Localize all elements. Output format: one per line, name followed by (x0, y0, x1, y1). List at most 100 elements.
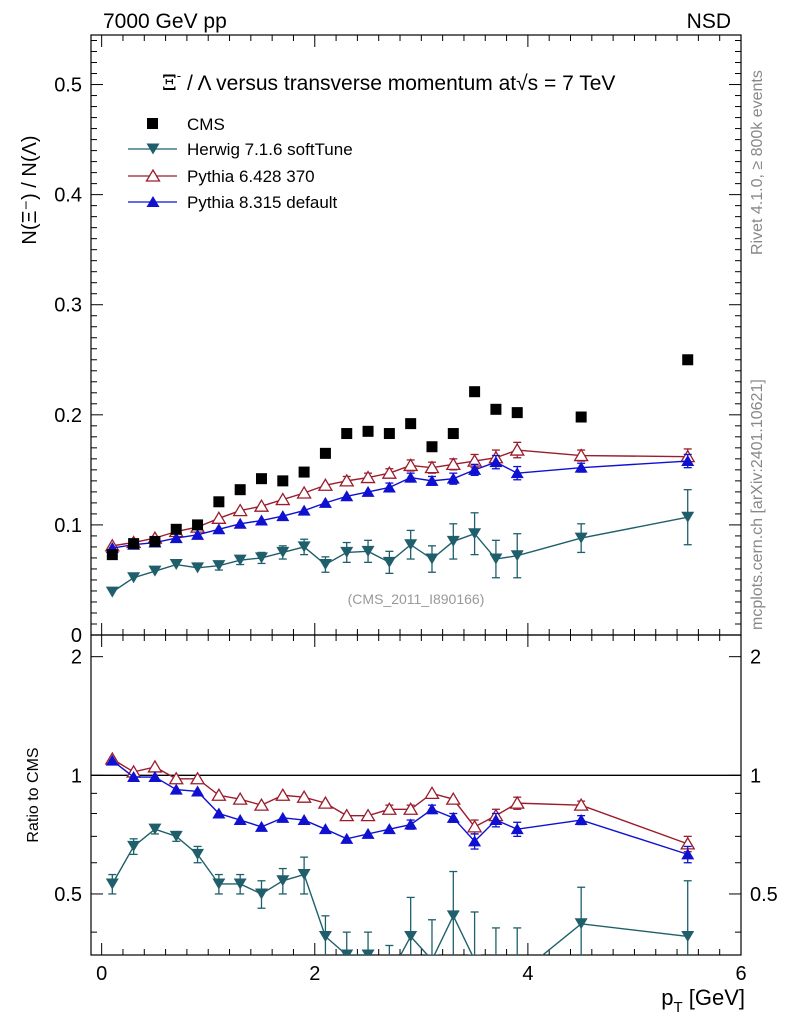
x-tick-label: 0 (96, 963, 107, 985)
ratio-tick-label-right: 0.5 (750, 884, 778, 906)
data-point-pythia-6-428-370 (424, 460, 440, 474)
ratio-point-pythia-8-315-default (318, 823, 332, 835)
ratio-point-pythia-6-428-370 (381, 802, 398, 815)
data-point-pythia-8-315-default (254, 514, 268, 526)
data-point-pythia-6-428-370 (211, 511, 227, 524)
legend: CMS Herwig 7.1.6 softTune Pythia 6.428 3… (128, 115, 353, 212)
data-point-cms (469, 386, 481, 398)
ratio-point-pythia-6-428-370 (573, 797, 589, 811)
ratio-series-pythia-8-315-default (105, 754, 695, 864)
ratio-point-pythia-6-428-370 (232, 791, 248, 805)
data-point-cms (128, 538, 140, 550)
data-point-pythia-8-315-default (191, 528, 205, 540)
ratio-point-herwig-7-1-6-softtune (318, 930, 332, 942)
data-point-herwig-7-1-6-softtune (468, 528, 482, 540)
y-tick-label: 0.1 (54, 515, 82, 537)
legend-herwig-label: Herwig 7.1.6 softTune (187, 140, 353, 159)
data-point-pythia-8-315-default (489, 456, 503, 468)
title-xi-symbol: Ξ (162, 71, 177, 95)
data-point-pythia-8-315-default (681, 455, 695, 467)
data-point-cms (319, 447, 331, 459)
ratio-point-herwig-7-1-6-softtune (361, 949, 375, 955)
legend-pythia6-label: Pythia 6.428 370 (187, 167, 315, 186)
ratio-point-pythia-8-315-default (169, 783, 183, 795)
ratio-point-pythia-8-315-default (510, 823, 524, 835)
ratio-point-pythia-8-315-default (468, 835, 482, 847)
ratio-tick-label-right: 1 (750, 765, 761, 787)
ratio-point-herwig-7-1-6-softtune (276, 875, 290, 887)
data-point-pythia-6-428-370 (317, 477, 334, 491)
data-point-cms (511, 407, 523, 419)
ratio-series-pythia-6-428-370 (104, 751, 696, 853)
ratio-point-pythia-6-428-370 (509, 795, 525, 809)
ratio-point-pythia-8-315-default (191, 785, 205, 797)
analysis-id-watermark: (CMS_2011_I890166) (348, 591, 485, 607)
ratio-point-herwig-7-1-6-softtune (340, 949, 354, 955)
legend-item-herwig: Herwig 7.1.6 softTune (128, 140, 353, 159)
data-point-pythia-6-428-370 (573, 448, 589, 462)
data-point-pythia-8-315-default (446, 472, 460, 484)
ratio-point-pythia-8-315-default (404, 818, 418, 830)
x-axis-label-unit: [GeV] (683, 985, 745, 1010)
ratio-point-herwig-7-1-6-softtune (404, 930, 418, 942)
ratio-point-pythia-8-315-default (127, 771, 141, 783)
x-axis-label-p: p (661, 985, 673, 1010)
ratio-point-herwig-7-1-6-softtune (383, 970, 396, 981)
data-point-pythia-8-315-default (233, 517, 247, 529)
series-line-pythia-6-428-370 (112, 449, 688, 547)
title-minus-superscript: - (177, 68, 181, 83)
ratio-point-herwig-7-1-6-softtune (468, 954, 482, 955)
data-point-pythia-6-428-370 (232, 503, 248, 517)
ratio-point-herwig-7-1-6-softtune (254, 888, 268, 900)
title-root-symbol: √ (516, 72, 528, 95)
series-cms (106, 354, 694, 561)
data-point-pythia-8-315-default (169, 532, 183, 544)
ratio-point-pythia-8-315-default (254, 820, 268, 832)
ratio-point-pythia-8-315-default (425, 803, 439, 815)
data-point-herwig-7-1-6-softtune (297, 541, 311, 553)
legend-item-pythia6: Pythia 6.428 370 (128, 167, 315, 186)
data-point-herwig-7-1-6-softtune (233, 554, 247, 566)
data-point-pythia-6-428-370 (275, 492, 291, 506)
y-tick-label: 0 (71, 625, 82, 647)
data-point-cms (170, 523, 182, 535)
ratio-tick-label-left: 1 (71, 765, 82, 787)
data-point-cms (341, 428, 353, 440)
data-point-cms (362, 425, 374, 437)
ratio-point-pythia-8-315-default (212, 807, 226, 819)
data-point-herwig-7-1-6-softtune (361, 545, 375, 557)
data-point-cms (447, 428, 459, 440)
data-point-pythia-8-315-default (212, 523, 226, 535)
ratio-point-herwig-7-1-6-softtune (489, 970, 502, 981)
data-point-pythia-8-315-default (340, 490, 354, 502)
data-point-herwig-7-1-6-softtune (574, 532, 588, 544)
data-point-herwig-7-1-6-softtune (382, 556, 396, 568)
data-point-cms (149, 535, 161, 547)
ratio-tick-label-left: 0.5 (54, 884, 82, 906)
title-main-text: / Λ versus transverse momentum at (181, 72, 516, 95)
ratio-point-pythia-6-428-370 (189, 771, 206, 785)
legend-pythia6-marker (145, 168, 161, 182)
rivet-version-label: Rivet 4.1.0, ≥ 800k events (749, 70, 766, 255)
data-point-cms (426, 441, 438, 453)
data-point-herwig-7-1-6-softtune (340, 546, 354, 558)
ratio-point-pythia-6-428-370 (317, 795, 334, 809)
ratio-series-herwig-7-1-6-softtune (105, 823, 695, 981)
data-point-herwig-7-1-6-softtune (105, 586, 119, 598)
data-point-cms (277, 475, 289, 487)
data-point-herwig-7-1-6-softtune (681, 511, 695, 523)
data-point-pythia-6-428-370 (296, 485, 312, 499)
series-line-pythia-8-315-default (112, 460, 688, 549)
axes: 0 2 4 600.10.20.30.40.50.5 0.51 12 2 (54, 35, 778, 985)
data-point-herwig-7-1-6-softtune (276, 546, 290, 558)
y-tick-label: 0.5 (54, 75, 82, 97)
legend-herwig-marker (146, 143, 160, 155)
ratio-line-pythia-8-315-default (111, 760, 688, 856)
ratio-point-pythia-6-428-370 (211, 787, 227, 801)
ratio-plot-frame (90, 634, 742, 956)
ratio-point-herwig-7-1-6-softtune (212, 878, 226, 890)
data-point-pythia-6-428-370 (360, 470, 376, 484)
data-point-pythia-6-428-370 (253, 498, 270, 512)
ratio-point-pythia-6-428-370 (339, 808, 355, 822)
